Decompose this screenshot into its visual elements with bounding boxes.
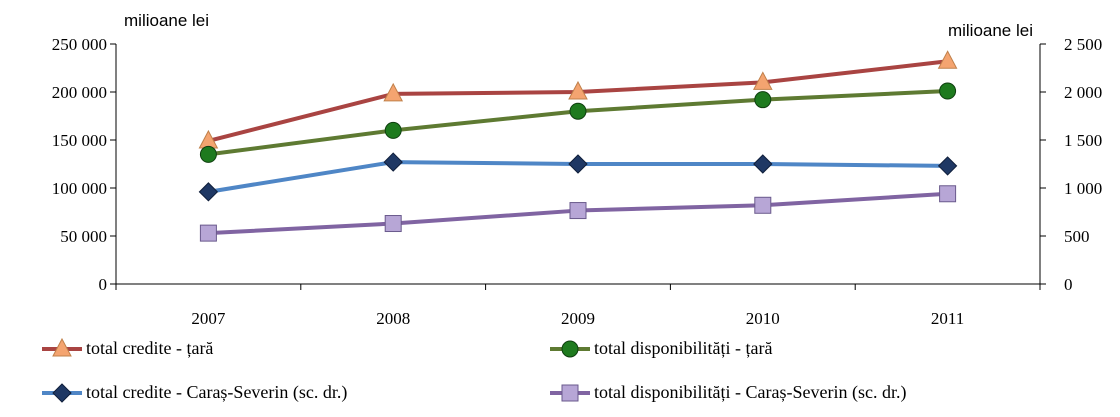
- series-3-point: [937, 156, 958, 176]
- series-3-point: [383, 152, 403, 172]
- right-tick-label: 1 500: [1064, 131, 1102, 150]
- x-tick-label: 2009: [561, 309, 595, 328]
- series-4-point: [199, 224, 217, 242]
- series-1-point: [568, 80, 588, 100]
- series-line-1: [207, 59, 948, 143]
- series-2-point: [939, 82, 957, 100]
- series-3-point: [753, 154, 773, 174]
- series-4-point: [384, 215, 402, 233]
- x-tick-label: 2008: [376, 309, 410, 328]
- right-tick-label: 2 000: [1064, 83, 1102, 102]
- legend-label: total credite - țară: [86, 338, 213, 358]
- series-2-point: [199, 145, 217, 163]
- legend-swatch-marker: [561, 340, 579, 358]
- right-tick-label: 1 000: [1064, 179, 1102, 198]
- left-tick-label: 50 000: [60, 227, 107, 246]
- right-axis-unit-label: milioane lei: [948, 21, 1033, 40]
- legend-item: total credite - țară: [42, 337, 213, 358]
- legend-label: total credite - Caraș-Severin (sc. dr.): [86, 382, 347, 403]
- series-2-point: [754, 91, 772, 109]
- series-3-point: [568, 154, 588, 174]
- series-2-point: [569, 102, 587, 120]
- x-tick-label: 2007: [191, 309, 226, 328]
- legend-swatch-marker: [52, 337, 72, 357]
- legend-item: total credite - Caraș-Severin (sc. dr.): [42, 382, 347, 403]
- series-4-point: [569, 202, 587, 220]
- right-tick-label: 2 500: [1064, 35, 1102, 54]
- legend-label: total disponibilități - țară: [594, 338, 772, 358]
- legend-item: total disponibilități - țară: [550, 338, 772, 358]
- series-4-point: [754, 196, 772, 214]
- axes: 0 50 000 100 000 150 000 200 000 250 000 0 500 1…: [52, 11, 1103, 328]
- left-tick-label: 250 000: [52, 35, 107, 54]
- series-line-2: [208, 89, 948, 157]
- left-tick-label: 200 000: [52, 83, 107, 102]
- plot-area: [198, 50, 958, 242]
- series-2-point: [384, 121, 402, 139]
- left-axis-unit-label: milioane lei: [124, 11, 209, 30]
- series-3-point: [198, 182, 219, 202]
- series-4-point: [939, 185, 957, 203]
- left-tick-label: 150 000: [52, 131, 107, 150]
- right-tick-label: 0: [1064, 275, 1073, 294]
- series-1-point: [383, 82, 404, 102]
- left-tick-label: 100 000: [52, 179, 107, 198]
- legend-swatch-marker: [561, 384, 579, 402]
- x-tick-label: 2011: [931, 309, 964, 328]
- left-tick-label: 0: [99, 275, 108, 294]
- series-1-point: [937, 50, 958, 69]
- legend-label: total disponibilități - Caraș-Severin (s…: [594, 382, 906, 403]
- x-tick-label: 2010: [746, 309, 780, 328]
- legend-swatch-marker: [52, 383, 72, 403]
- series-1-point: [752, 71, 773, 90]
- legend-item: total disponibilități - Caraș-Severin (s…: [550, 382, 906, 403]
- right-tick-label: 500: [1064, 227, 1090, 246]
- legend: total credite - țară total disponibilităț…: [42, 337, 906, 403]
